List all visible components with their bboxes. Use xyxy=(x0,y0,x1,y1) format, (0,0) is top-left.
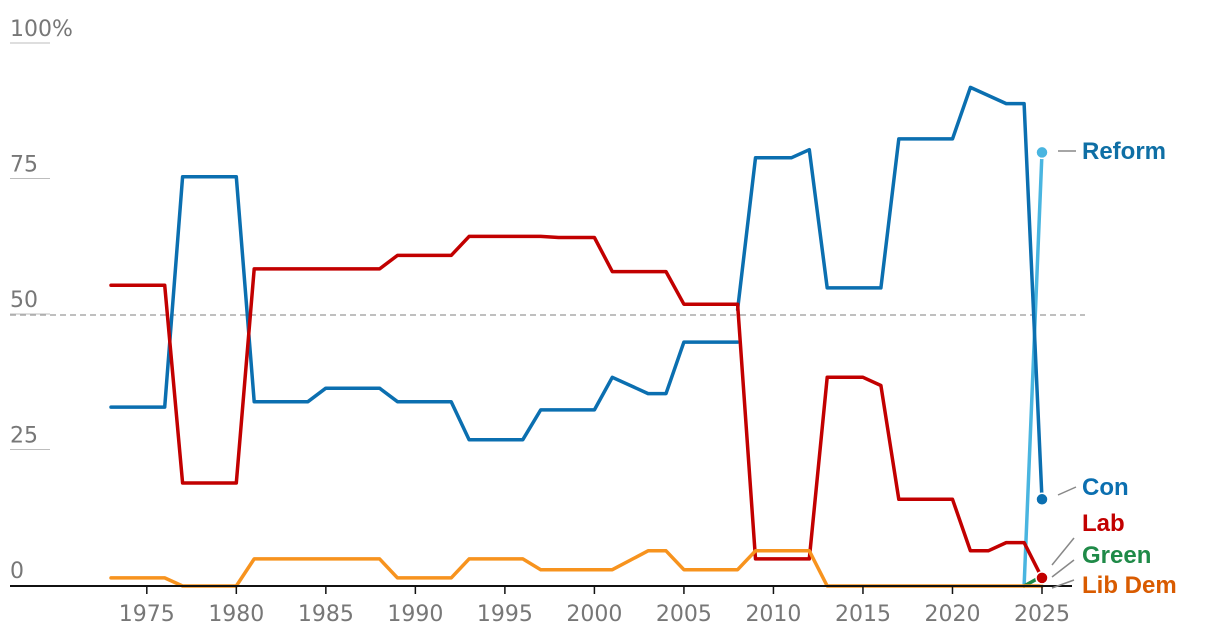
x-tick-label-2010: 2010 xyxy=(745,602,801,627)
series-line-lib-dem xyxy=(109,549,1044,588)
y-tick-label-75: 75 xyxy=(10,153,38,178)
x-tick-label-2020: 2020 xyxy=(924,602,980,627)
series-line-lab xyxy=(109,234,1044,580)
y-axis: 100% 75 50 25 0 xyxy=(10,17,73,584)
y-tick-label-0: 0 xyxy=(10,559,24,584)
leader-line-con xyxy=(1057,486,1077,496)
x-axis: 1975 1980 1985 1990 1995 2000 2005 2010 2015 2020… xyxy=(119,586,1070,627)
series-lines xyxy=(109,85,1049,588)
x-tick-label-2000: 2000 xyxy=(566,602,622,627)
leader-line-green xyxy=(1051,559,1075,578)
x-tick-label-1980: 1980 xyxy=(208,602,264,627)
y-tick-label-25: 25 xyxy=(10,424,38,449)
x-tick-label-1990: 1990 xyxy=(387,602,443,627)
x-tick-label-2025: 2025 xyxy=(1014,602,1070,627)
x-tick-label-1975: 1975 xyxy=(119,602,175,627)
leader-line-lab xyxy=(1051,537,1075,566)
leader-line-lib-dem xyxy=(1051,579,1075,589)
x-tick-label-1995: 1995 xyxy=(477,602,533,627)
end-marker-lab xyxy=(1035,571,1049,585)
series-label-green: Green xyxy=(1082,542,1151,569)
y-tick-label-100: 100% xyxy=(10,17,73,42)
series-label-lab: Lab xyxy=(1082,510,1125,537)
series-line-reform xyxy=(1022,150,1044,588)
y-tick-label-50: 50 xyxy=(10,288,38,313)
end-marker-con xyxy=(1035,492,1049,507)
series-labels: Reform Con Lab Green Lib Dem xyxy=(1051,138,1177,599)
x-tick-label-1985: 1985 xyxy=(298,602,354,627)
series-label-con: Con xyxy=(1082,474,1129,501)
end-marker-reform xyxy=(1035,145,1049,160)
x-tick-label-2015: 2015 xyxy=(835,602,891,627)
x-tick-label-2005: 2005 xyxy=(656,602,712,627)
series-label-reform: Reform xyxy=(1082,138,1166,165)
series-line-con xyxy=(109,85,1044,502)
series-label-lib-dem: Lib Dem xyxy=(1082,572,1177,599)
